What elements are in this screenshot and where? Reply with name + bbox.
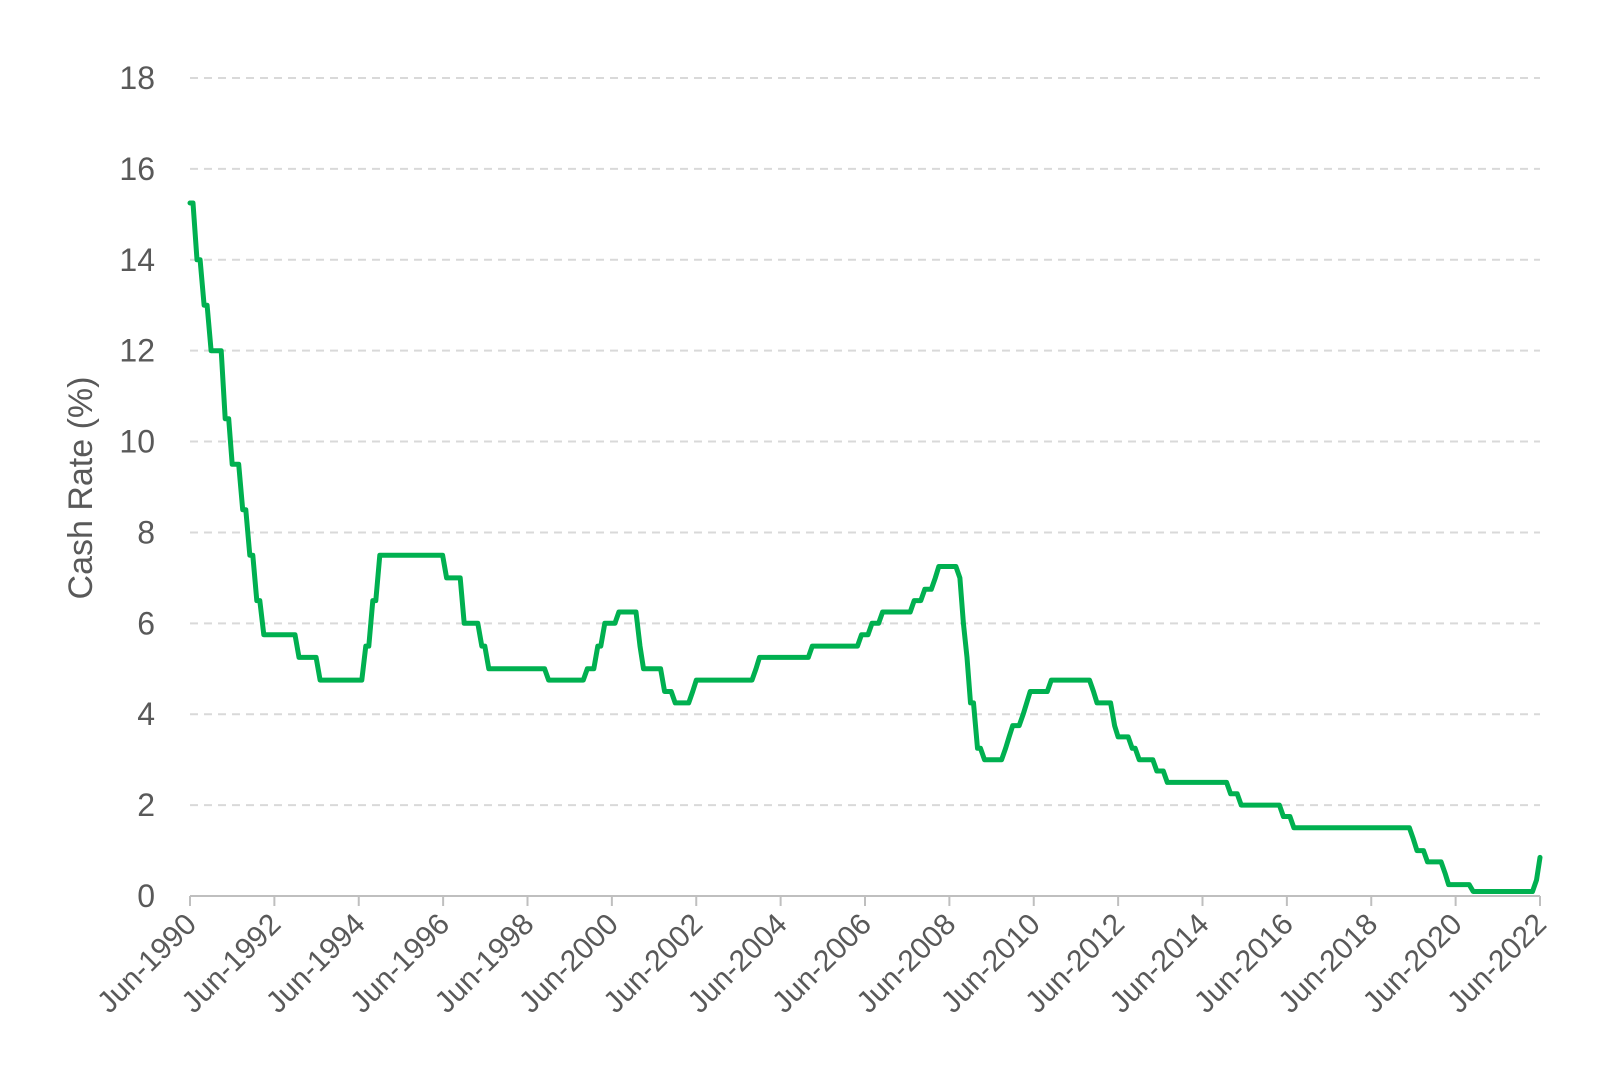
y-axis-ticks: 0 2 4 6 8 10 12 14 16 18 — [119, 60, 155, 914]
y-tick-label: 6 — [137, 605, 155, 641]
y-tick-label: 10 — [119, 424, 155, 460]
y-tick-label: 14 — [119, 242, 155, 278]
series-layer — [187, 200, 1543, 894]
y-tick-label: 4 — [137, 696, 155, 732]
y-tick-label: 16 — [119, 151, 155, 187]
x-axis-ticks: Jun-1990Jun-1992Jun-1994Jun-1996Jun-1998… — [91, 908, 1553, 1020]
y-tick-label: 18 — [119, 60, 155, 96]
y-tick-label: 8 — [137, 514, 155, 550]
y-axis-title: Cash Rate (%) — [62, 377, 100, 600]
y-tick-label: 0 — [137, 878, 155, 914]
x-axis — [189, 895, 1541, 906]
y-tick-label: 12 — [119, 333, 155, 369]
cash-rate-series-line — [187, 200, 1543, 894]
y-tick-label: 2 — [137, 787, 155, 823]
gridlines — [190, 77, 1540, 807]
